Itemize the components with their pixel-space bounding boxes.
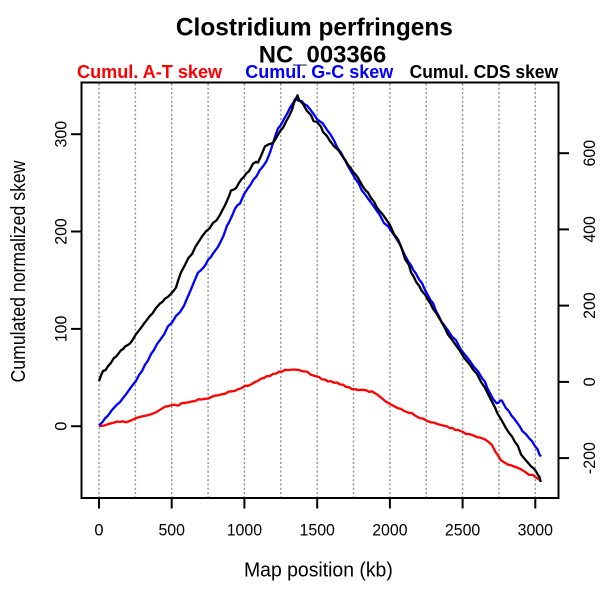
svg-text:-200: -200 [581, 442, 599, 474]
svg-text:400: 400 [581, 216, 599, 243]
svg-text:0: 0 [53, 422, 71, 431]
svg-text:NC_003366: NC_003366 [259, 42, 387, 69]
svg-text:300: 300 [53, 121, 71, 148]
svg-text:500: 500 [158, 522, 185, 540]
svg-text:200: 200 [53, 218, 71, 245]
svg-text:2500: 2500 [445, 522, 480, 540]
svg-text:Cumul. G-C skew: Cumul. G-C skew [245, 62, 394, 82]
svg-text:0: 0 [581, 377, 599, 386]
svg-text:100: 100 [53, 316, 71, 343]
svg-text:3000: 3000 [518, 522, 553, 540]
svg-text:Cumulated normalized skew: Cumulated normalized skew [8, 160, 30, 382]
svg-text:Cumul. A-T skew: Cumul. A-T skew [77, 62, 223, 82]
svg-text:2000: 2000 [372, 522, 407, 540]
svg-text:1500: 1500 [300, 522, 335, 540]
svg-text:600: 600 [581, 140, 599, 167]
svg-text:Clostridium perfringens: Clostridium perfringens [176, 14, 453, 42]
svg-text:200: 200 [581, 292, 599, 319]
svg-text:Cumul. CDS skew: Cumul. CDS skew [410, 62, 559, 82]
svg-text:0: 0 [94, 522, 103, 540]
svg-text:Map position (kb): Map position (kb) [244, 560, 393, 582]
svg-text:1000: 1000 [227, 522, 262, 540]
